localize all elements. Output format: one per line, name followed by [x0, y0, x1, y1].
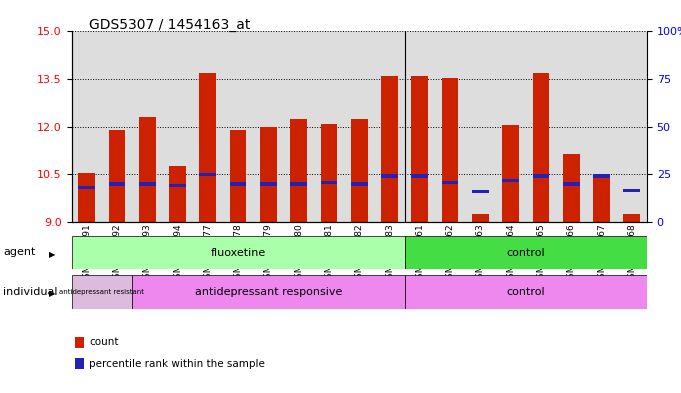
Bar	[139, 182, 155, 185]
Text: antidepressant resistant: antidepressant resistant	[59, 289, 144, 295]
Bar	[72, 236, 405, 269]
Bar	[563, 154, 580, 222]
Text: count: count	[89, 337, 118, 347]
Bar	[563, 182, 580, 185]
Bar	[108, 130, 125, 222]
Bar	[72, 275, 132, 309]
Text: ▶: ▶	[49, 250, 56, 259]
Text: agent: agent	[3, 247, 36, 257]
Bar	[321, 181, 337, 184]
Bar	[442, 181, 458, 184]
Text: antidepressant responsive: antidepressant responsive	[195, 287, 342, 297]
Text: control: control	[507, 248, 545, 257]
Bar	[533, 174, 550, 178]
Bar	[78, 173, 95, 222]
Bar	[442, 77, 458, 222]
Bar	[472, 190, 489, 193]
Bar	[405, 236, 647, 269]
Bar	[624, 189, 640, 192]
Text: ▶: ▶	[49, 290, 56, 298]
Bar	[472, 214, 489, 222]
Bar	[381, 76, 398, 222]
Bar	[503, 125, 519, 222]
Bar	[78, 185, 95, 189]
Bar	[260, 182, 276, 185]
Text: fluoxetine: fluoxetine	[210, 248, 266, 257]
Bar	[351, 119, 368, 222]
Bar	[200, 73, 216, 222]
Bar	[132, 275, 405, 309]
Bar	[503, 179, 519, 182]
Bar	[169, 184, 186, 187]
Bar	[260, 127, 276, 222]
Text: control: control	[507, 287, 545, 297]
Bar	[381, 174, 398, 178]
Bar	[229, 182, 247, 185]
Bar	[108, 182, 125, 185]
Bar	[290, 119, 307, 222]
Bar	[321, 123, 337, 222]
Text: individual: individual	[3, 286, 58, 297]
Bar	[624, 214, 640, 222]
Bar	[290, 182, 307, 185]
Bar	[533, 73, 550, 222]
Bar	[593, 174, 610, 222]
Bar	[229, 130, 247, 222]
Bar	[405, 275, 647, 309]
Bar	[411, 76, 428, 222]
Text: percentile rank within the sample: percentile rank within the sample	[89, 359, 265, 369]
Bar	[139, 117, 155, 222]
Bar	[411, 174, 428, 178]
Text: GDS5307 / 1454163_at: GDS5307 / 1454163_at	[89, 18, 250, 32]
Bar	[593, 174, 610, 178]
Bar	[351, 182, 368, 185]
Bar	[169, 167, 186, 222]
Bar	[200, 173, 216, 176]
